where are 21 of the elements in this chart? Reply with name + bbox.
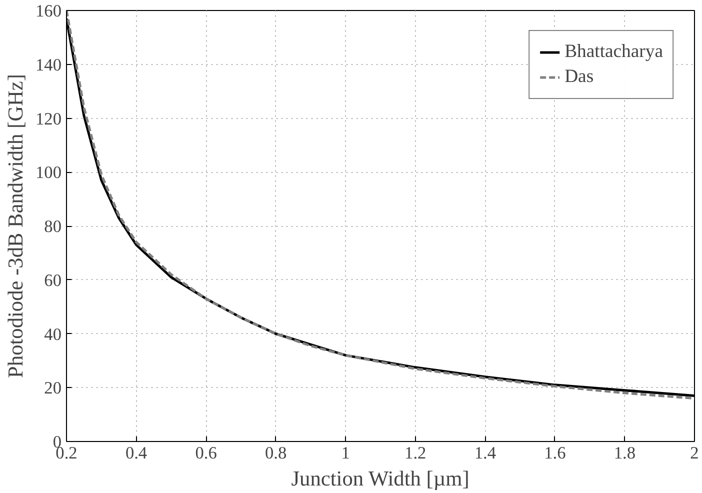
y-tick-label: 140 xyxy=(36,55,62,74)
y-tick-label: 80 xyxy=(44,217,62,236)
x-tick-label: 2 xyxy=(690,444,699,462)
x-tick-label: 1.4 xyxy=(474,444,496,462)
y-tick-label: 160 xyxy=(36,2,62,20)
y-tick-label: 20 xyxy=(44,378,62,398)
x-tick-label: 0.6 xyxy=(195,444,218,462)
x-tick-label: 0.4 xyxy=(125,444,148,462)
y-tick-label: 120 xyxy=(36,109,62,128)
x-tick-label: 1.8 xyxy=(614,444,636,462)
x-tick-label: 1.6 xyxy=(544,444,566,462)
legend-label: Bhattacharya xyxy=(564,41,663,63)
y-tick-label: 100 xyxy=(36,163,62,182)
y-axis-title: Photodiode -3dB Bandwidth [GHz] xyxy=(4,74,28,378)
x-tick-label: 1.2 xyxy=(404,444,426,462)
x-axis-title: Junction Width [µm] xyxy=(291,466,470,490)
y-tick-label: 40 xyxy=(44,324,62,344)
y-tick-label: 60 xyxy=(44,270,62,290)
legend-label: Das xyxy=(564,66,594,88)
x-tick-label: 1 xyxy=(341,444,350,462)
x-tick-label: 0.8 xyxy=(265,444,287,462)
